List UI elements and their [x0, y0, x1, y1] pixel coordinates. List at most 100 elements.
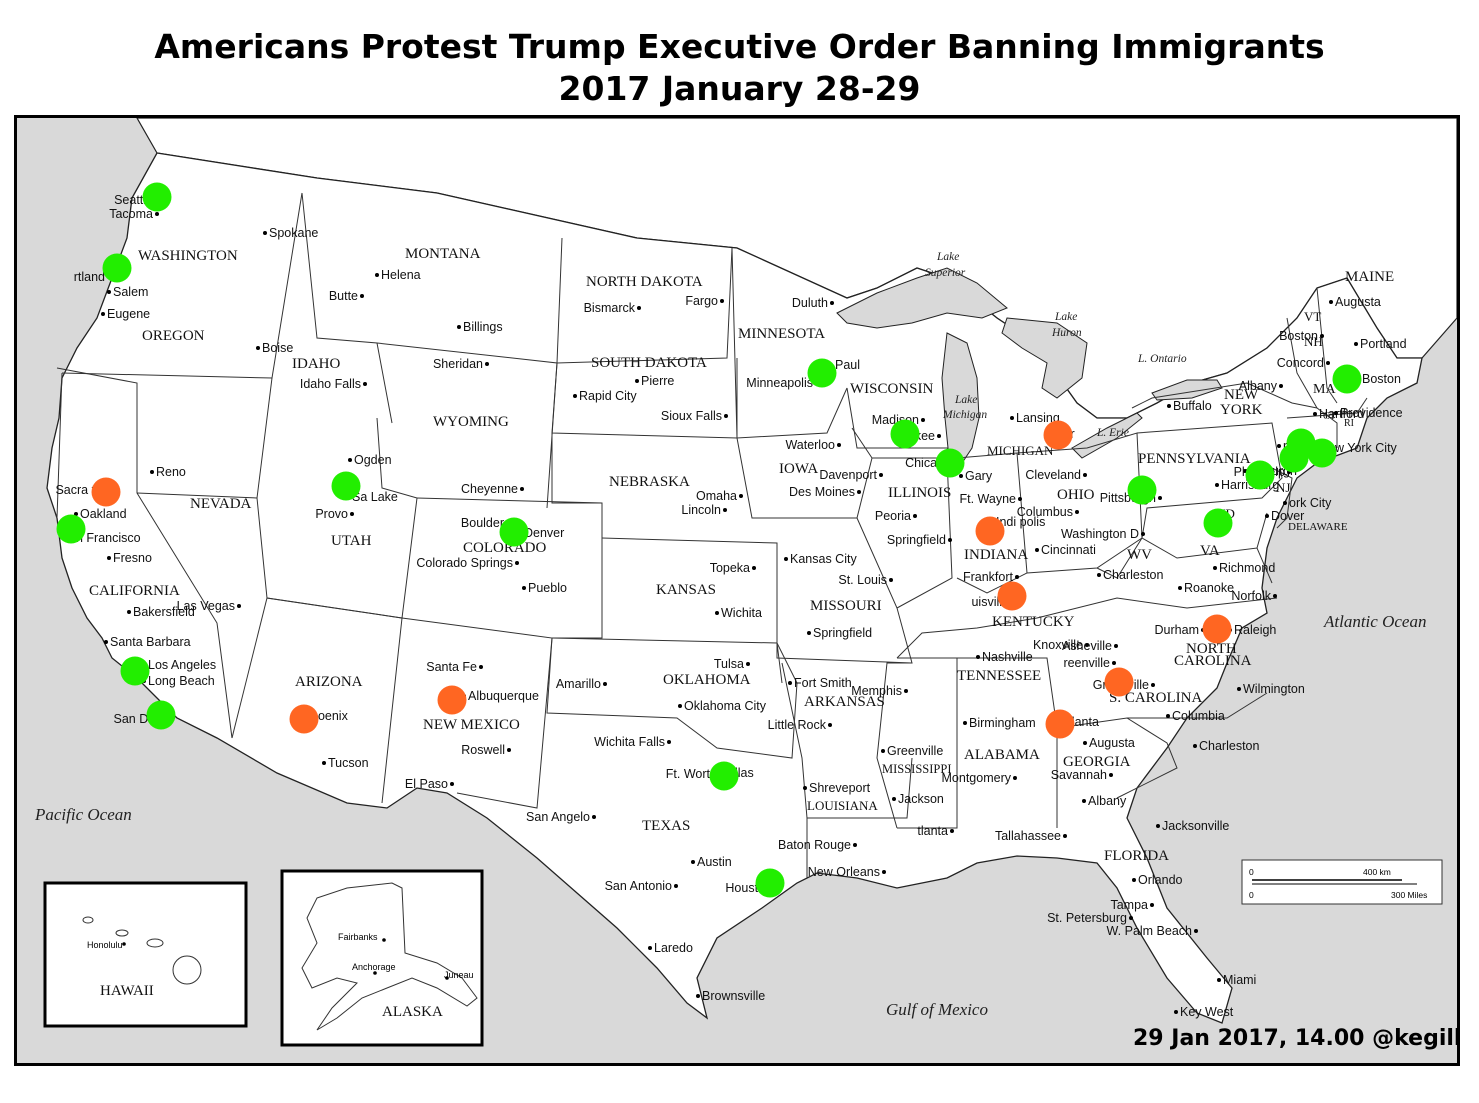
city-label: ork City [1289, 496, 1332, 510]
green-protest-marker[interactable] [56, 514, 86, 544]
orange-protest-marker[interactable] [437, 685, 467, 715]
map-title: Americans Protest Trump Executive Order … [154, 27, 1325, 66]
state-label-nebraska: NEBRASKA [609, 474, 690, 490]
gulf-of-mexico-label: Gulf of Mexico [886, 1000, 988, 1019]
orange-protest-marker[interactable] [289, 704, 319, 734]
state-label-wyoming: WYOMING [433, 414, 509, 430]
city-label: Tulsa [714, 657, 744, 671]
city-label: Tampa [1110, 898, 1148, 912]
orange-protest-marker[interactable] [1202, 614, 1232, 644]
city-label: Long Beach [148, 674, 215, 688]
orange-protest-marker[interactable] [975, 516, 1005, 546]
state-label-virginia: VA [1200, 543, 1220, 559]
green-protest-marker[interactable] [709, 761, 739, 791]
hawaii-island-maui [146, 938, 164, 948]
city-dot [573, 394, 577, 398]
city-dot [715, 611, 719, 615]
map-frame: Pacific Ocean Atlantic Ocean Gulf of Mex… [14, 115, 1460, 1066]
city-label: Birmingham [969, 716, 1036, 730]
state-label-maine: MAINE [1345, 269, 1394, 285]
anchorage-label: Anchorage [352, 962, 396, 972]
city-label: Springfield [813, 626, 872, 640]
green-protest-marker[interactable] [142, 182, 172, 212]
orange-protest-marker[interactable] [997, 581, 1027, 611]
city-label: Wichita [721, 606, 762, 620]
credit-line: 29 Jan 2017, 14.00 @kegill [1133, 1026, 1462, 1051]
state-label-ohio: OHIO [1057, 487, 1095, 503]
state-label-pennsylvania: PENNSYLVANIA [1138, 451, 1251, 467]
pacific-ocean-label: Pacific Ocean [34, 805, 132, 824]
lake-superior [836, 267, 1008, 329]
city-label: Cleveland [1025, 468, 1081, 482]
city-dot [1167, 404, 1171, 408]
state-label-new-jersey: NJ [1276, 480, 1290, 495]
city-label: Salem [113, 285, 148, 299]
city-dot [1313, 412, 1317, 416]
green-protest-marker[interactable] [935, 448, 965, 478]
city-layer: SeattleTacomaSpokanertlandSalemEugeneHel… [55, 193, 1406, 1019]
city-label: Durham [1155, 623, 1199, 637]
green-protest-marker[interactable] [331, 471, 361, 501]
green-protest-marker[interactable] [1307, 438, 1337, 468]
city-dot [921, 418, 925, 422]
green-protest-marker[interactable] [1245, 460, 1275, 490]
city-label: Pueblo [528, 581, 567, 595]
city-dot [322, 761, 326, 765]
city-dot [1018, 497, 1022, 501]
city-dot [1114, 644, 1118, 648]
green-protest-marker[interactable] [890, 419, 920, 449]
orange-protest-marker[interactable] [1104, 667, 1134, 697]
city-dot [1277, 444, 1281, 448]
city-label: Fresno [113, 551, 152, 565]
city-dot [667, 740, 671, 744]
lake-superior-label: Lake [936, 251, 959, 263]
city-dot [857, 490, 861, 494]
green-protest-marker[interactable] [102, 253, 132, 283]
green-protest-marker[interactable] [1203, 508, 1233, 538]
city-label: Laredo [654, 941, 693, 955]
city-label: Rapid City [579, 389, 637, 403]
city-dot [803, 786, 807, 790]
city-label: Baton Rouge [778, 838, 851, 852]
city-label: Duluth [792, 296, 828, 310]
green-protest-marker[interactable] [120, 656, 150, 686]
state-label-utah: UTAH [331, 533, 372, 549]
city-label: Fort Smith [794, 676, 852, 690]
protest-marker-layer [56, 182, 1362, 898]
city-dot [1083, 473, 1087, 477]
state-label-arizona: ARIZONA [295, 674, 363, 690]
fairbanks-label: Fairbanks [338, 932, 378, 942]
city-label: Ogden [354, 453, 392, 467]
city-dot [1354, 342, 1358, 346]
city-label: Frankfort [963, 570, 1014, 584]
state-label-texas: TEXAS [642, 818, 690, 834]
green-protest-marker[interactable] [807, 358, 837, 388]
green-protest-marker[interactable] [1127, 475, 1157, 505]
orange-protest-marker[interactable] [91, 477, 121, 507]
honolulu-label: Honolulu [87, 940, 123, 950]
city-label: Wichita Falls [594, 735, 665, 749]
city-dot [720, 299, 724, 303]
map-subtitle: 2017 January 28-29 [558, 69, 921, 108]
hawaii-island-oahu [115, 929, 129, 937]
lake-michigan-label-2: Michigan [942, 409, 987, 421]
lake-erie-label: L. Erie [1096, 427, 1129, 439]
green-protest-marker[interactable] [755, 868, 785, 898]
green-protest-marker[interactable] [499, 517, 529, 547]
green-protest-marker[interactable] [1279, 443, 1309, 473]
scale-mi-label: 300 Miles [1391, 890, 1427, 900]
city-label: New York City [1319, 441, 1398, 455]
state-label-colorado: COLORADO [463, 540, 547, 556]
city-label: hoenix [311, 709, 349, 723]
city-label: Indi polis [996, 515, 1045, 529]
city-label: Paul [835, 358, 860, 372]
green-protest-marker[interactable] [146, 700, 176, 730]
us-map[interactable]: Pacific Ocean Atlantic Ocean Gulf of Mex… [17, 118, 1457, 1063]
orange-protest-marker[interactable] [1043, 420, 1073, 450]
city-label: Orlando [1138, 873, 1183, 887]
city-label: Idaho Falls [300, 377, 361, 391]
green-protest-marker[interactable] [1332, 364, 1362, 394]
orange-protest-marker[interactable] [1045, 709, 1075, 739]
city-label: El Paso [405, 777, 448, 791]
city-dot [1015, 575, 1019, 579]
